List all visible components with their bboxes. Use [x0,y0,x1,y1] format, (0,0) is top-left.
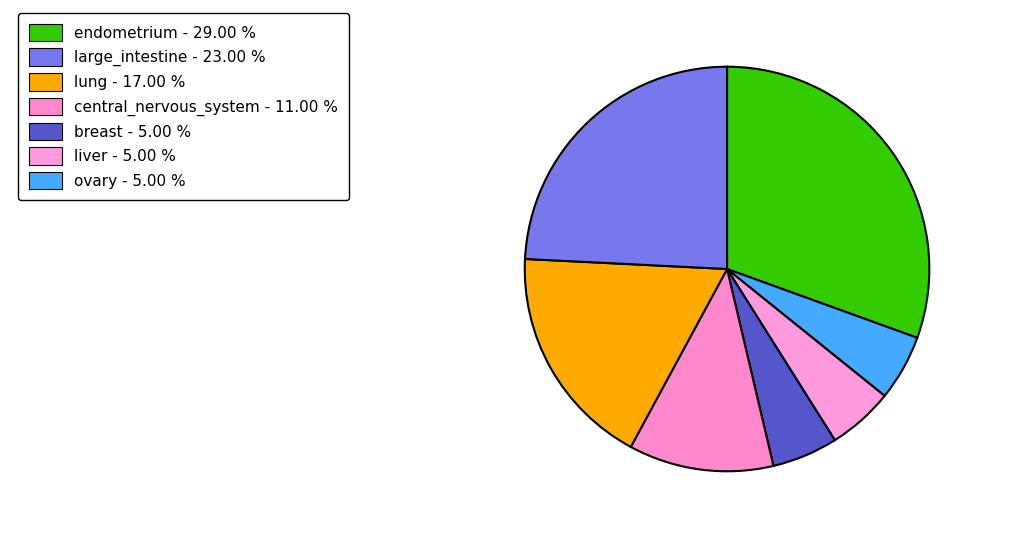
Wedge shape [727,269,885,440]
Wedge shape [727,67,930,338]
Legend: endometrium - 29.00 %, large_intestine - 23.00 %, lung - 17.00 %, central_nervou: endometrium - 29.00 %, large_intestine -… [17,13,349,200]
Wedge shape [524,259,727,447]
Wedge shape [727,269,835,466]
Wedge shape [525,67,727,269]
Wedge shape [727,269,918,396]
Wedge shape [631,269,773,471]
